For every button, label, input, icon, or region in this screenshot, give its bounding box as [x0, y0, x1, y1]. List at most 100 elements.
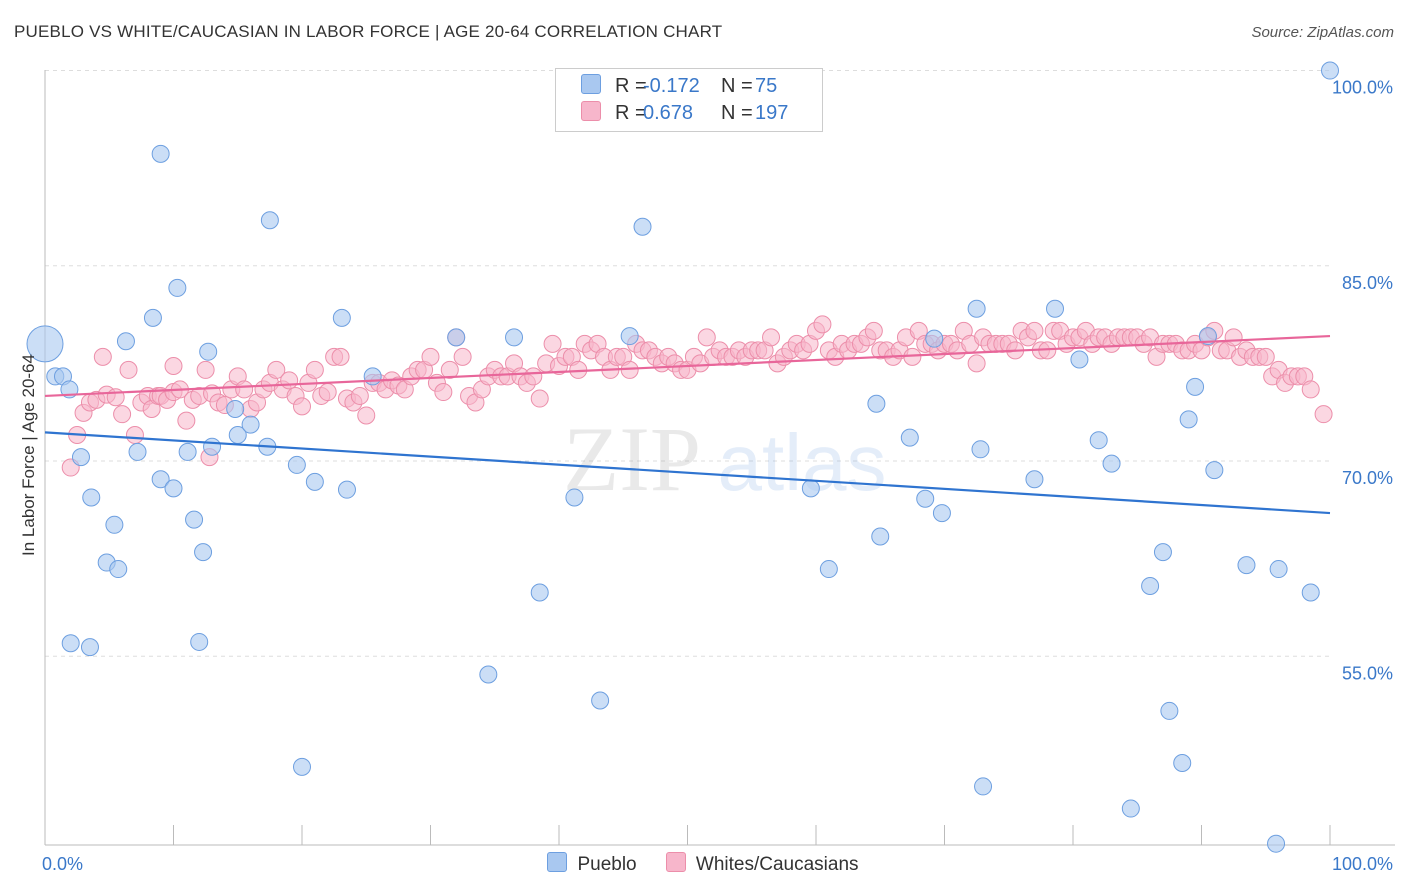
- chart-title: PUEBLO VS WHITE/CAUCASIAN IN LABOR FORCE…: [14, 22, 723, 41]
- pueblo-point: [199, 342, 218, 361]
- series-whites-caucasians: [61, 315, 1333, 477]
- legend-label-whites: Whites/Caucasians: [695, 854, 859, 875]
- whites-point: [164, 357, 183, 376]
- pueblo-point: [305, 472, 324, 491]
- pueblo-point: [151, 470, 170, 489]
- legend-stats: R =-0.172 N = 75 R =0.678 N = 197: [555, 68, 823, 132]
- whites-point: [813, 315, 832, 334]
- legend-n-label: N =: [721, 102, 753, 124]
- whites-point: [697, 328, 716, 347]
- legend-item-pueblo[interactable]: Pueblo: [547, 852, 637, 876]
- whites-point: [119, 360, 138, 379]
- axes: [44, 70, 1395, 846]
- legend-n-value-pueblo: 75: [755, 75, 778, 97]
- pueblo-point: [591, 691, 610, 710]
- x-tick-label: 0.0%: [42, 854, 83, 874]
- watermark-zip: ZIP: [563, 408, 701, 510]
- pueblo-point: [1301, 583, 1320, 602]
- whites-point: [113, 405, 132, 424]
- legend-swatch-whites: [581, 101, 601, 121]
- pueblo-point: [194, 543, 213, 562]
- legend-swatch-pueblo: [581, 74, 601, 94]
- pueblo-point: [105, 515, 124, 534]
- pueblo-point: [1153, 543, 1172, 562]
- whites-point: [1256, 347, 1275, 366]
- pueblo-point: [1205, 461, 1224, 480]
- whites-point: [524, 367, 543, 386]
- whites-trend-line: [44, 334, 1331, 398]
- pueblo-point: [109, 560, 128, 579]
- y-tick-label: 55.0%: [1342, 663, 1393, 683]
- whites-point: [93, 347, 112, 366]
- whites-point: [543, 334, 562, 353]
- whites-point: [280, 371, 299, 390]
- pueblo-point: [1070, 350, 1089, 369]
- y-tick-label: 85.0%: [1342, 273, 1393, 293]
- whites-point: [357, 406, 376, 425]
- pueblo-point: [168, 278, 187, 297]
- pueblo-point: [1198, 327, 1217, 346]
- whites-point: [293, 397, 311, 416]
- y-tick-label: 100.0%: [1332, 78, 1393, 98]
- legend-r-label: R =: [615, 102, 647, 124]
- pueblo-point: [185, 510, 204, 529]
- legend-item-whites[interactable]: Whites/Caucasians: [665, 852, 859, 876]
- pueblo-point: [974, 777, 993, 796]
- whites-point: [1224, 328, 1243, 347]
- pueblo-point: [226, 399, 245, 418]
- y-tick-label: 70.0%: [1342, 468, 1393, 488]
- pueblo-point: [80, 638, 99, 657]
- pueblo-point: [1237, 556, 1256, 575]
- series-pueblo: [26, 61, 1339, 853]
- pueblo-point: [1046, 299, 1065, 318]
- legend-r-value-pueblo: -0.172: [643, 75, 700, 97]
- pueblo-point: [1025, 470, 1044, 489]
- legend-series: Pueblo Whites/Caucasians: [0, 852, 1406, 876]
- pueblo-point: [128, 442, 147, 461]
- whites-point: [530, 389, 549, 408]
- legend-row-pueblo: R =-0.172 N = 75: [581, 74, 777, 100]
- pueblo-point: [151, 144, 170, 163]
- pueblo-point: [565, 488, 584, 507]
- whites-point: [305, 360, 324, 379]
- pueblo-point: [1121, 799, 1140, 818]
- pueblo-point: [967, 299, 986, 318]
- pueblo-point: [61, 634, 80, 653]
- pueblo-point: [287, 455, 306, 474]
- legend-n-label: N =: [721, 75, 753, 97]
- pueblo-point: [178, 442, 197, 461]
- pueblo-point: [82, 488, 101, 507]
- pueblo-point: [1267, 834, 1286, 853]
- whites-point: [318, 383, 337, 402]
- pueblo-point: [1160, 701, 1179, 720]
- pueblo-point: [1321, 61, 1339, 80]
- pueblo-point: [1179, 410, 1198, 429]
- trend-lines: [44, 334, 1331, 515]
- whites-point: [421, 347, 440, 366]
- pueblo-point: [633, 217, 652, 236]
- whites-point: [453, 347, 472, 366]
- whites-point: [125, 425, 144, 444]
- pueblo-point: [164, 479, 183, 498]
- pueblo-point: [203, 437, 222, 456]
- whites-point: [331, 347, 350, 366]
- pueblo-point: [1269, 560, 1288, 579]
- whites-point: [434, 383, 453, 402]
- pueblo-point: [116, 332, 135, 351]
- tick-labels: 100.0% 85.0% 70.0% 55.0% 0.0% 100.0%: [42, 78, 1393, 874]
- x-tick-label: 100.0%: [1332, 854, 1393, 874]
- pueblo-trend-line: [44, 431, 1331, 515]
- pueblo-point: [925, 329, 944, 348]
- pueblo-point: [932, 504, 951, 523]
- pueblo-point: [867, 394, 886, 413]
- legend-row-whites: R =0.678 N = 197: [581, 101, 788, 127]
- legend-r-label: R =: [615, 75, 647, 97]
- whites-point: [177, 411, 196, 430]
- pueblo-point: [801, 479, 820, 498]
- whites-point: [267, 360, 286, 379]
- whites-point: [235, 380, 254, 399]
- pueblo-point: [1089, 431, 1108, 450]
- whites-point: [762, 328, 781, 347]
- pueblo-point: [241, 415, 260, 434]
- pueblo-point: [1141, 576, 1160, 595]
